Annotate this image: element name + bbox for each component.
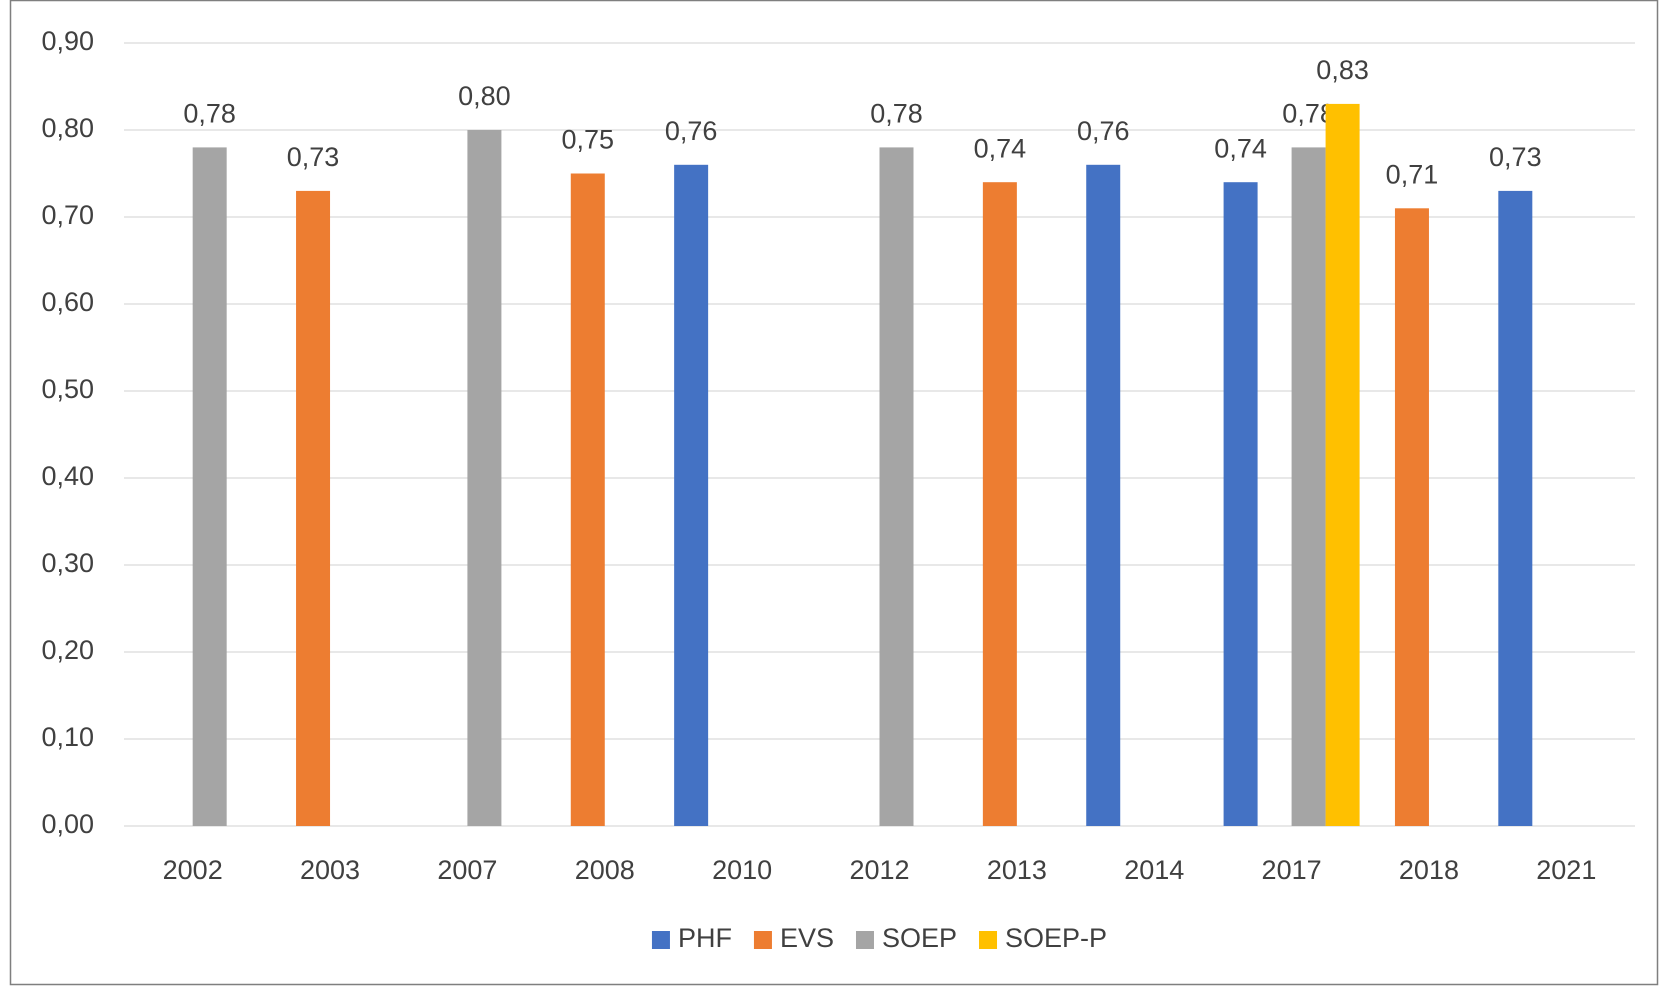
y-tick-label: 0,30 xyxy=(41,548,94,578)
bar xyxy=(192,147,227,826)
bar xyxy=(982,182,1017,826)
y-tick-label: 0,70 xyxy=(41,200,94,230)
x-tick-label: 2012 xyxy=(849,855,909,885)
data-label: 0,78 xyxy=(870,99,923,129)
bar xyxy=(1498,190,1533,826)
legend-swatch xyxy=(855,931,874,949)
bar xyxy=(1223,182,1258,826)
x-tick-label: 2018 xyxy=(1399,855,1459,885)
x-tick-label: 2008 xyxy=(575,855,635,885)
y-tick-label: 0,80 xyxy=(41,113,94,143)
bar xyxy=(674,164,709,827)
chart-border xyxy=(9,0,1659,986)
data-label: 0,73 xyxy=(1489,142,1542,172)
data-label: 0,75 xyxy=(561,125,614,155)
legend-label: PHF xyxy=(678,923,732,953)
y-tick-label: 0,90 xyxy=(41,26,94,56)
bar xyxy=(879,147,914,826)
bar xyxy=(1325,103,1360,826)
bar xyxy=(1291,147,1326,826)
legend-label: SOEP xyxy=(882,923,957,953)
y-tick-label: 0,00 xyxy=(41,809,94,839)
bar xyxy=(467,130,502,826)
x-tick-label: 2003 xyxy=(300,855,360,885)
legend-swatch xyxy=(753,931,772,949)
data-label: 0,76 xyxy=(665,116,718,146)
x-tick-label: 2014 xyxy=(1124,855,1184,885)
y-tick-label: 0,10 xyxy=(41,722,94,752)
y-tick-label: 0,40 xyxy=(41,461,94,491)
data-label: 0,74 xyxy=(974,133,1027,163)
data-label: 0,80 xyxy=(458,81,511,111)
data-label: 0,74 xyxy=(1214,133,1267,163)
x-tick-label: 2010 xyxy=(712,855,772,885)
y-tick-label: 0,20 xyxy=(41,635,94,665)
legend-label: EVS xyxy=(780,923,834,953)
data-label: 0,83 xyxy=(1316,55,1369,85)
legend-label: SOEP-P xyxy=(1005,923,1107,953)
x-tick-label: 2007 xyxy=(437,855,497,885)
x-tick-label: 2021 xyxy=(1536,855,1596,885)
y-tick-label: 0,60 xyxy=(41,287,94,317)
bar xyxy=(1086,164,1121,827)
bar xyxy=(570,173,605,826)
data-label: 0,71 xyxy=(1386,159,1439,189)
x-tick-label: 2013 xyxy=(987,855,1047,885)
data-label: 0,73 xyxy=(287,142,340,172)
data-label: 0,78 xyxy=(183,99,236,129)
bar xyxy=(1394,208,1429,827)
data-label: 0,76 xyxy=(1077,116,1130,146)
bar xyxy=(296,190,331,826)
legend-swatch xyxy=(651,931,670,949)
legend-swatch xyxy=(979,931,998,949)
x-tick-label: 2002 xyxy=(163,855,223,885)
y-tick-label: 0,50 xyxy=(41,374,94,404)
x-tick-label: 2017 xyxy=(1262,855,1322,885)
